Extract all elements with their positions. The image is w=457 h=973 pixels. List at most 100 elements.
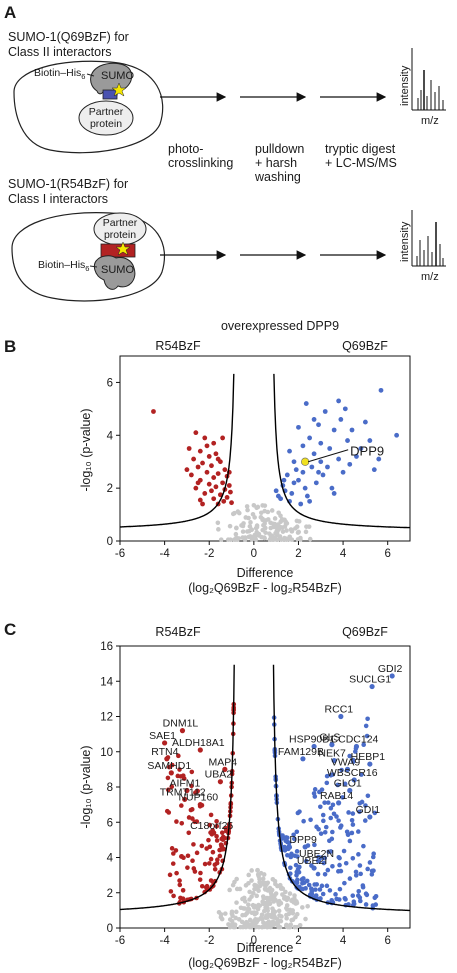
q69-point [300, 880, 305, 886]
r54-point [165, 787, 171, 793]
q69-point [304, 493, 310, 499]
dpp9-leader-line [308, 449, 349, 463]
ns-point [296, 529, 301, 535]
labeled-point [211, 830, 217, 836]
bottom-star-icon [115, 241, 131, 256]
protein-label-ube2n: UBE2N [299, 848, 334, 860]
ns-point [253, 525, 259, 531]
q69-point [353, 749, 358, 754]
r54-point [226, 483, 232, 488]
r54-point [214, 819, 219, 824]
ns-point [256, 902, 261, 908]
q69-point [294, 829, 300, 835]
r54-point [178, 774, 184, 779]
r54-point [214, 838, 220, 843]
q69-point [361, 742, 366, 748]
x-tick-label: -2 [204, 935, 214, 947]
panel-c-xlabel-line2: (log₂Q69BzF - log₂R54BzF) [188, 956, 342, 970]
q69-point [339, 767, 344, 773]
r54-point [179, 854, 184, 859]
panel-c-xlabel-line1: Difference [237, 941, 294, 955]
q69-point [349, 427, 355, 433]
q69-point [324, 780, 330, 786]
q69-point [315, 871, 321, 877]
q69-point [369, 872, 375, 877]
ns-point [303, 916, 308, 922]
r54-point [151, 409, 156, 414]
q69-point [300, 469, 306, 475]
q69-point [312, 882, 317, 887]
protein-label-nup160: NUP160 [178, 792, 218, 804]
r54-point [192, 819, 198, 825]
ns-point [254, 505, 259, 511]
ns-point [258, 514, 264, 520]
labeled-point [197, 802, 203, 808]
x-tick-label: -2 [204, 548, 214, 560]
protein-label-vwa9: VWA9 [331, 756, 361, 768]
r54-point [209, 463, 214, 469]
r54-point [220, 837, 226, 842]
q69-point [364, 733, 370, 739]
bottom-partner-line1: Partner [103, 217, 138, 229]
r54-point [217, 853, 223, 859]
bottom-title-line1: SUMO-1(R54BzF) for [8, 177, 128, 191]
y-tick-label: 12 [100, 712, 113, 724]
protein-label-rab14: RAB14 [320, 790, 353, 802]
r54-point [208, 878, 214, 883]
r54-point [169, 784, 175, 790]
top-crosslinker [102, 89, 118, 100]
ns-point [274, 537, 280, 542]
panel-b-right-group: Q69BzF [342, 339, 388, 353]
labeled-point [344, 766, 351, 772]
q69-point [289, 491, 295, 496]
ns-point [253, 924, 258, 930]
ns-point [233, 531, 239, 537]
ns-point [270, 906, 275, 911]
ns-point [248, 520, 253, 525]
protein-label-fam129b: FAM129B [278, 746, 324, 758]
q69-point [330, 772, 335, 777]
ns-point [284, 528, 289, 533]
q69-point [357, 801, 363, 806]
r54-point [193, 430, 199, 436]
q69-point [328, 849, 334, 854]
ns-point [216, 909, 222, 915]
ns-point [215, 520, 221, 526]
step2-line1: pulldown [255, 142, 304, 156]
r54-point [191, 842, 196, 847]
r54-point [202, 491, 208, 496]
q69-point [351, 899, 357, 905]
bottom-partner-line2: protein [104, 229, 136, 241]
ns-point [267, 537, 273, 542]
q69-point [319, 787, 325, 792]
q69-point [356, 829, 361, 834]
q69-point [313, 887, 318, 892]
protein-label-c18orf25: C18orf25 [190, 820, 233, 832]
q69-point [293, 467, 299, 473]
ns-point [258, 510, 264, 516]
r54-point [193, 790, 198, 795]
panel-c-points [164, 701, 379, 930]
panel-b-left-group: R54BzF [155, 339, 201, 353]
ns-point [261, 920, 266, 926]
r54-point [204, 846, 209, 851]
r54-point [207, 861, 212, 866]
q69-point [322, 409, 328, 414]
ns-point [250, 902, 256, 908]
ns-point [280, 886, 286, 891]
q69-point [337, 862, 342, 868]
ns-point [246, 902, 251, 908]
q69-point [333, 892, 338, 897]
ns-point [260, 503, 265, 508]
protein-label-gdi2: GDI2 [378, 663, 403, 675]
q69-point [308, 817, 313, 823]
ns-point [259, 924, 265, 930]
r54-point [221, 498, 227, 504]
x-tick-label: -4 [159, 548, 170, 560]
q69-point [357, 895, 363, 900]
q69-point [273, 488, 279, 494]
ns-point [252, 911, 258, 917]
bottom-title-line2: Class I interactors [8, 192, 108, 206]
q69-point [338, 868, 344, 874]
